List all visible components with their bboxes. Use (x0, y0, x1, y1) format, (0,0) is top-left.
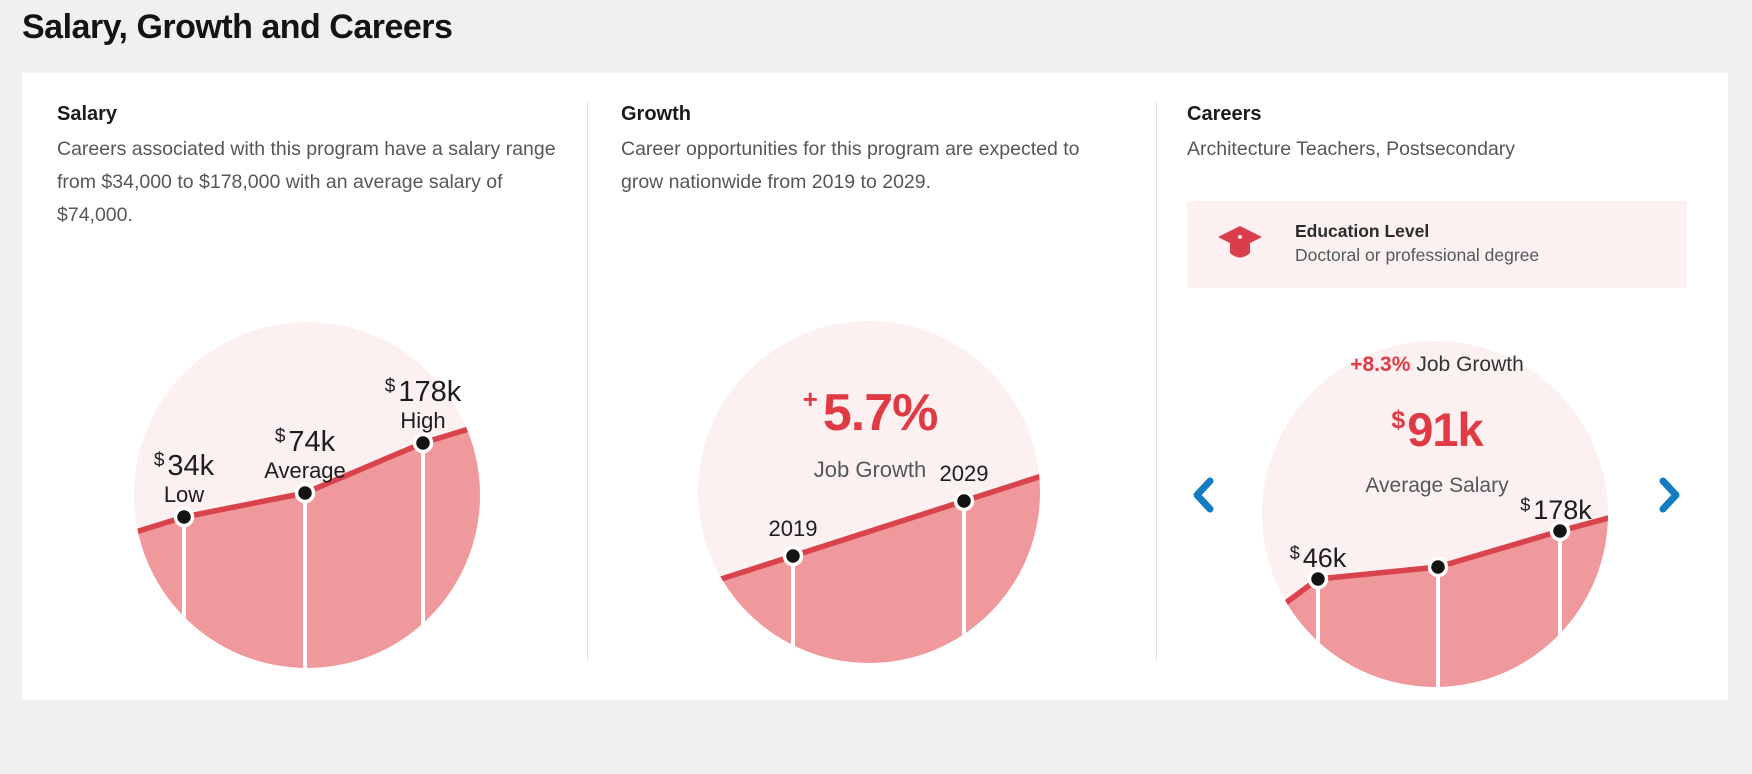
careers-stat: +8.3% Job Growth $91k Average Salary (1350, 353, 1524, 498)
growth-percent-label: Job Growth (813, 457, 927, 482)
data-point-dot (953, 490, 975, 512)
carousel-prev-button[interactable] (1188, 474, 1218, 516)
growth-year-2029-label: 2029 (939, 461, 989, 486)
education-level-label: Education Level (1295, 221, 1430, 241)
salary-low-value: 34k (167, 450, 215, 482)
salary-chart (134, 322, 480, 668)
data-point-dot (782, 545, 804, 567)
salary-low-name: Low (163, 482, 205, 507)
salary-high-label: $178k High (385, 371, 461, 433)
salary-high-value: 178k (398, 376, 462, 408)
careers-low-value: 46k (1302, 543, 1347, 573)
growth-stat: +5.7% Job Growth (802, 370, 939, 483)
careers-card: Salary Careers associated with this prog… (22, 73, 1728, 700)
panel-divider (1156, 101, 1157, 661)
currency-symbol: $ (274, 426, 286, 447)
currency-symbol: $ (1391, 406, 1406, 434)
data-point-dot (1549, 520, 1571, 542)
careers-heading: Careers (1187, 103, 1262, 125)
data-point-dot (294, 482, 316, 504)
salary-heading: Salary (57, 103, 118, 125)
salary-average-label: $74k Average (264, 421, 346, 483)
growth-year-2019-label: 2019 (768, 516, 818, 541)
education-level-card: Education Level Doctoral or professional… (1187, 201, 1687, 288)
panel-divider (587, 101, 588, 661)
chevron-right-icon (1659, 477, 1680, 513)
data-point-dot (173, 506, 195, 528)
salary-low-label: $34k Low (154, 445, 214, 507)
graduation-cap-icon (1218, 226, 1262, 258)
growth-percent: 5.7% (822, 384, 939, 442)
plus-sign: + (802, 384, 818, 414)
careers-chart (1262, 341, 1608, 687)
careers-average-salary-value: 91k (1407, 403, 1483, 456)
currency-symbol: $ (153, 450, 165, 471)
footer-disclaimer: Education levels are meant to represent … (0, 700, 1752, 774)
data-point-dot (1307, 568, 1329, 590)
careers-average-salary-label: Average Salary (1365, 474, 1509, 497)
page-title: Salary, Growth and Careers (22, 8, 453, 46)
careers-low-label: $46k (1290, 537, 1347, 574)
growth-description: Career opportunities for this program ar… (621, 138, 1080, 193)
careers-high-label: $178k (1520, 489, 1592, 526)
salary-average-value: 74k (288, 426, 336, 458)
data-point-dot (1427, 556, 1449, 578)
chart-line (698, 471, 1040, 592)
careers-high-value: 178k (1533, 495, 1592, 525)
salary-average-name: Average (264, 458, 346, 483)
career-name: Architecture Teachers, Postsecondary (1187, 138, 1516, 160)
careers-job-growth-value: +8.3% (1350, 353, 1411, 376)
careers-job-growth-label: Job Growth (1416, 353, 1524, 376)
salary-high-name: High (400, 408, 446, 433)
data-point-dot (412, 432, 434, 454)
education-level-value: Doctoral or professional degree (1295, 245, 1540, 265)
currency-symbol: $ (384, 376, 396, 397)
growth-chart (698, 321, 1040, 663)
growth-heading: Growth (621, 103, 691, 125)
salary-description: Careers associated with this program hav… (57, 138, 556, 226)
chart-area (698, 474, 1040, 663)
chevron-left-icon (1193, 477, 1214, 513)
carousel-next-button[interactable] (1655, 474, 1685, 516)
currency-symbol: $ (1520, 495, 1531, 515)
currency-symbol: $ (1289, 543, 1300, 563)
